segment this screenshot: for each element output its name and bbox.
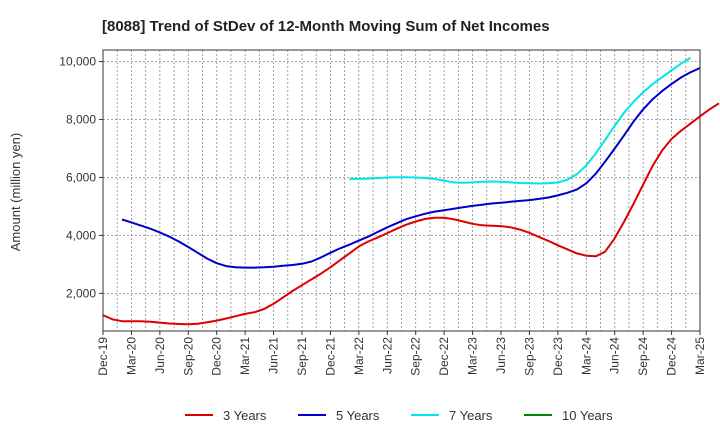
y-tick-labels: 2,000 4,000 6,000 8,000 10,000 <box>59 55 103 300</box>
y-tick-label: 2,000 <box>66 286 96 300</box>
x-tick-label: Dec-23 <box>551 337 565 376</box>
series-line-3-years <box>102 102 720 326</box>
x-tick-label: Jun-21 <box>267 337 281 374</box>
x-tick-label: Mar-20 <box>124 337 138 375</box>
x-tick-label: Mar-24 <box>579 337 593 375</box>
x-tick-label: Dec-22 <box>437 337 451 376</box>
chart-title: [8088] Trend of StDev of 12-Month Moving… <box>102 18 550 35</box>
x-tick-label: Dec-24 <box>665 337 679 376</box>
legend: 3 Years 5 Years 7 Years 10 Years <box>185 408 613 423</box>
x-tick-label: Jun-20 <box>153 337 167 374</box>
y-tick-label: 4,000 <box>66 228 96 242</box>
legend-label: 5 Years <box>336 408 380 423</box>
series-line-7-years <box>349 56 692 185</box>
x-tick-label: Mar-22 <box>352 337 366 375</box>
x-tick-label: Mar-23 <box>466 337 480 375</box>
x-tick-label: Dec-19 <box>96 337 110 376</box>
series-lines <box>102 56 720 326</box>
x-tick-label: Jun-24 <box>608 337 622 374</box>
x-tick-label: Jun-22 <box>380 337 394 374</box>
x-tick-label: Jun-23 <box>494 337 508 374</box>
legend-label: 7 Years <box>449 408 493 423</box>
x-tick-label: Dec-21 <box>323 337 337 376</box>
x-tick-labels: Dec-19 Mar-20 Jun-20 Sep-20 Dec-20 Mar-21 Jun-… <box>96 331 707 376</box>
y-tick-label: 8,000 <box>66 113 96 127</box>
x-tick-label: Mar-25 <box>693 337 707 375</box>
x-tick-label: Sep-22 <box>409 337 423 376</box>
legend-label: 3 Years <box>223 408 267 423</box>
series-line-5-years <box>121 67 701 269</box>
x-tick-label: Sep-24 <box>636 337 650 376</box>
plot-frame <box>102 49 701 332</box>
x-tick-label: Sep-21 <box>295 337 309 376</box>
y-axis-label: Amount (million yen) <box>8 133 23 252</box>
y-tick-label: 6,000 <box>66 170 96 184</box>
x-tick-label: Mar-21 <box>238 337 252 375</box>
x-tick-label: Dec-20 <box>210 337 224 376</box>
legend-label: 10 Years <box>562 408 613 423</box>
x-tick-label: Sep-23 <box>522 337 536 376</box>
grid <box>102 50 701 331</box>
y-tick-label: 10,000 <box>59 55 96 69</box>
x-tick-label: Sep-20 <box>181 337 195 376</box>
